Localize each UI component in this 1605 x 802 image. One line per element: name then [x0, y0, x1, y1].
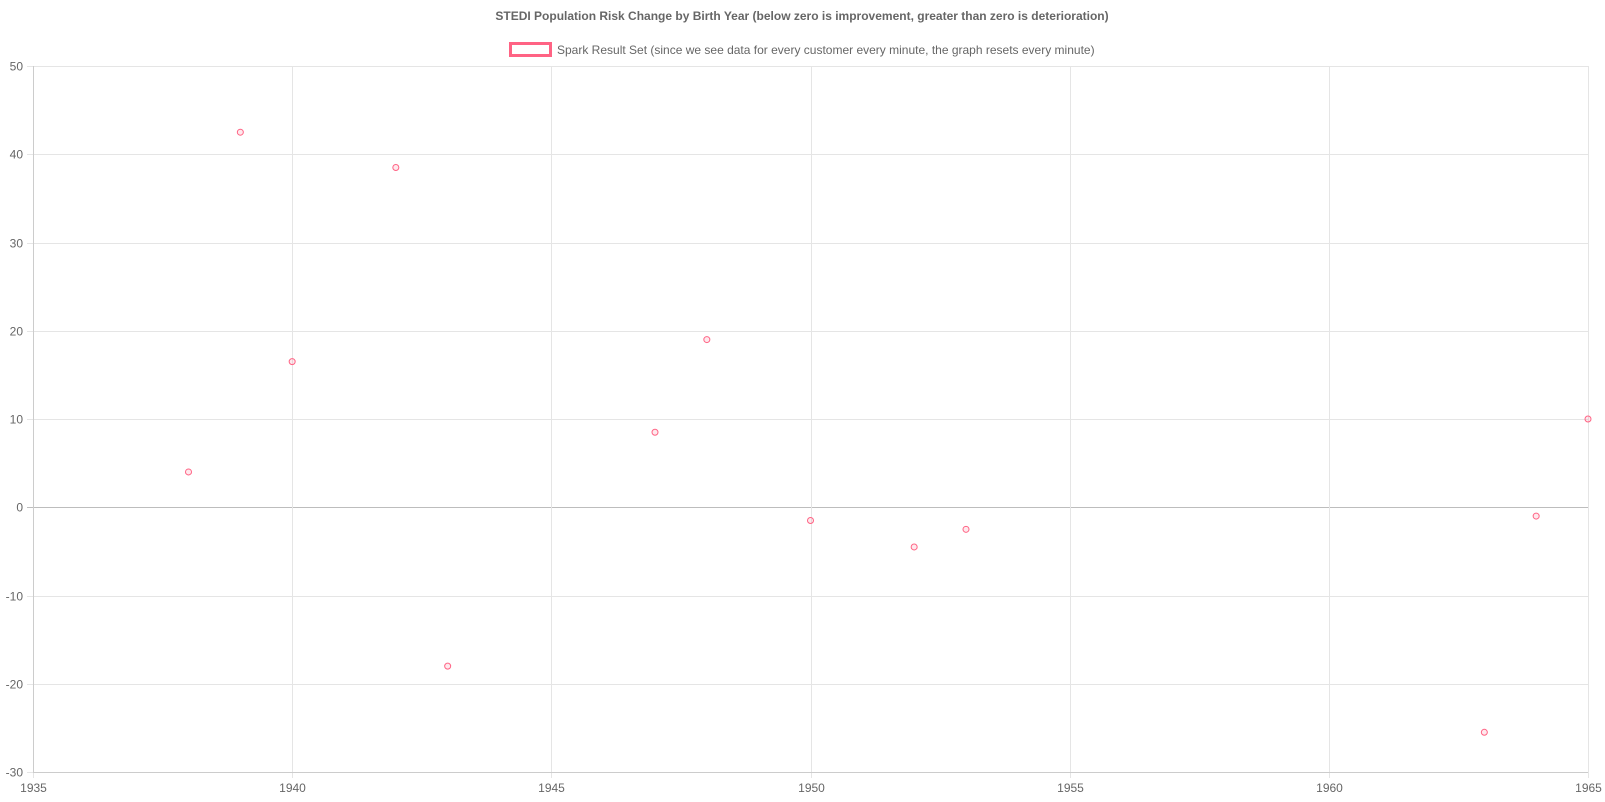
data-points	[185, 128, 1592, 736]
data-point[interactable]	[444, 662, 452, 670]
y-tick-label: 50	[10, 60, 24, 74]
data-point[interactable]	[236, 128, 244, 136]
data-point[interactable]	[807, 516, 814, 524]
y-tick-label: 0	[16, 501, 23, 515]
y-tick-label: -30	[6, 766, 24, 780]
data-point[interactable]	[703, 336, 711, 344]
legend-swatch[interactable]	[509, 42, 552, 57]
x-tick-label: 1945	[538, 781, 565, 795]
y-tick-label: 10	[10, 413, 24, 427]
chart-title: STEDI Population Risk Change by Birth Ye…	[495, 9, 1108, 23]
x-tick-label: 1940	[279, 781, 306, 795]
data-point[interactable]	[1584, 415, 1592, 423]
x-tick-label: 1960	[1316, 781, 1343, 795]
y-tick-label: 30	[10, 237, 24, 251]
grid-lines	[27, 66, 1589, 778]
data-point[interactable]	[1480, 728, 1488, 736]
data-point[interactable]	[962, 525, 970, 533]
data-point[interactable]	[392, 163, 400, 171]
y-tick-label: 40	[10, 148, 24, 162]
y-tick-label: -20	[6, 678, 24, 692]
y-tick-label: -10	[6, 590, 24, 604]
data-point[interactable]	[185, 468, 192, 476]
x-tick-label: 1935	[20, 781, 47, 795]
x-tick-label: 1950	[798, 781, 825, 795]
x-tick-label: 1965	[1575, 781, 1602, 795]
y-tick-label: 20	[10, 325, 24, 339]
data-point[interactable]	[288, 358, 296, 366]
legend-label[interactable]: Spark Result Set (since we see data for …	[557, 43, 1095, 57]
legend[interactable]: Spark Result Set (since we see data for …	[509, 42, 1095, 57]
data-point[interactable]	[1532, 512, 1540, 520]
data-point[interactable]	[651, 428, 659, 436]
x-tick-label: 1955	[1057, 781, 1084, 795]
data-point[interactable]	[910, 543, 918, 551]
